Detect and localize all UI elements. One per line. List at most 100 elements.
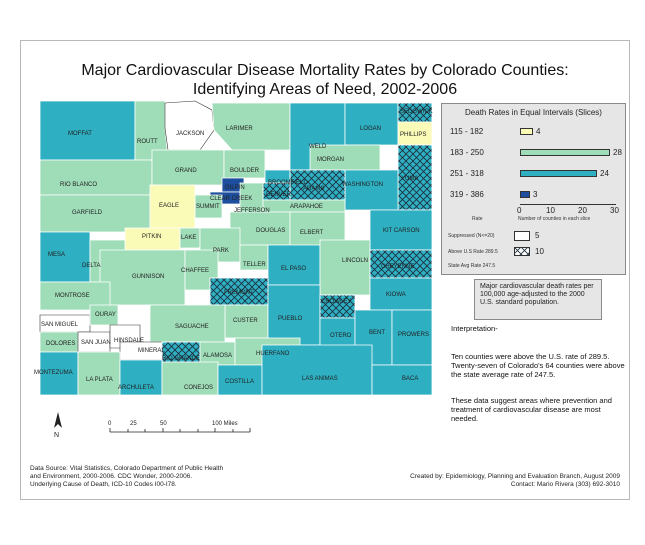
county-label-routt: ROUTT: [137, 139, 158, 145]
legend-range-4: 319 - 386: [450, 190, 484, 199]
map-subtitle: Identifying Areas of Need, 2002-2006: [192, 81, 458, 98]
rate-note-box: Major cardiovascular death rates per 100…: [474, 279, 602, 320]
legend-count-2: 28: [613, 148, 622, 157]
scale-tick-100: 100 Miles: [212, 421, 238, 427]
north-arrow: N: [54, 412, 62, 439]
legend-rate-label: Rate: [472, 216, 483, 222]
county-label-clear-creek: CLEAR CREEK: [210, 196, 252, 202]
north-arrow-icon: [54, 412, 62, 428]
county-label-baca: BACA: [402, 376, 418, 382]
county-label-mineral: MINERAL: [138, 348, 165, 354]
county-label-fremont: FREMONT: [224, 290, 254, 296]
county-label-otero: OTERO: [330, 333, 352, 339]
legend-axis-tick-30: 30: [610, 206, 619, 215]
county-label-bent: BENT: [369, 330, 385, 336]
county-label-lake: LAKE: [181, 235, 196, 241]
county-logan: [344, 102, 399, 146]
map-frame: [20, 40, 630, 500]
footer-source: Data Source: Vital Statistics, Colorado …: [30, 465, 223, 489]
county-label-archuleta: ARCHULETA: [118, 385, 154, 391]
county-washington: [344, 169, 399, 211]
legend-above-us-label: Above U.S Rate 289.5: [448, 249, 498, 255]
county-label-costilla: COSTILLA: [225, 379, 254, 385]
county-label-adams: ADAMS: [303, 186, 324, 192]
legend-count-4: 3: [533, 190, 538, 199]
map-title: Major Cardiovascular Disease Mortality R…: [81, 62, 569, 79]
county-label-rio-blanco: RIO BLANCO: [60, 182, 97, 188]
county-label-crowley: CROWLEY: [321, 299, 351, 305]
county-label-sedgwick: SEDGWICK: [400, 109, 433, 115]
county-label-cheyenne: CHEYENNE: [381, 264, 414, 270]
county-pueblo: [267, 284, 321, 346]
county-label-denver: DENVER: [266, 192, 292, 198]
county-lincoln: [319, 239, 371, 296]
county-label-hinsdale: HINSDALE: [114, 338, 144, 344]
footer-source-line-2: and Environment, 2000-2006. CDC Wonder, …: [30, 473, 193, 480]
county-label-alamosa: ALAMOSA: [203, 353, 232, 359]
county-label-lincoln: LINCOLN: [342, 258, 368, 264]
county-label-las-animas: LAS ANIMAS: [302, 376, 338, 382]
footer-credit: Created by: Epidemiology, Planning and E…: [410, 473, 620, 489]
legend-range-2: 183 - 250: [450, 148, 484, 157]
county-label-jefferson: JEFFERSON: [234, 208, 270, 214]
legend-bar-2: [520, 149, 610, 156]
legend-count-1: 4: [536, 127, 541, 136]
county-label-chaffee: CHAFFEE: [181, 268, 209, 274]
legend-axis-tick-0: 0: [517, 206, 522, 215]
scale-tick-50: 50: [160, 421, 167, 427]
legend-panel: Death Rates in Equal Intervals (Slices) …: [441, 103, 626, 275]
county-label-morgan: MORGAN: [317, 157, 344, 163]
county-label-park: PARK: [213, 248, 229, 254]
legend-axis-tick-10: 10: [546, 206, 555, 215]
county-label-montezuma: MONTEZUMA: [34, 370, 73, 376]
county-rio-blanco: [39, 159, 153, 196]
county-label-dolores: DOLORES: [46, 341, 75, 347]
county-label-phillips: PHILLIPS: [400, 132, 426, 138]
legend-state-avg-label: State Avg Rate 247.5: [448, 263, 496, 269]
legend-range-3: 251 - 318: [450, 169, 484, 178]
footer-source-line-1: Data Source: Vital Statistics, Colorado …: [30, 465, 224, 472]
county-label-huerfano: HUERFANO: [256, 351, 290, 357]
footer-credit-line-2: Contact: Mario Rivera (303) 692-3010: [510, 481, 620, 488]
county-label-teller: TELLER: [243, 262, 266, 268]
legend-bar-3: [520, 170, 597, 177]
scale-tick-25: 25: [130, 421, 137, 427]
legend-range-1: 115 - 182: [450, 127, 484, 136]
county-label-ouray: OURAY: [95, 312, 116, 318]
county-label-boulder: BOULDER: [230, 168, 260, 174]
legend-axis-line: [520, 204, 616, 205]
county-label-gilpin: GILPIN: [225, 185, 245, 191]
legend-above-us-count: 10: [535, 247, 544, 256]
county-label-logan: LOGAN: [360, 126, 381, 132]
county-label-san-juan: SAN JUAN: [81, 340, 111, 346]
county-label-pitkin: PITKIN: [142, 234, 161, 240]
legend-suppressed-count: 5: [535, 231, 540, 240]
county-label-garfield: GARFIELD: [72, 210, 103, 216]
county-label-broomfield: BROOMFIELD: [268, 180, 308, 186]
county-label-jackson: JACKSON: [176, 131, 204, 137]
legend-suppressed-swatch: [514, 231, 530, 241]
legend-axis-tick-20: 20: [578, 206, 587, 215]
county-jackson: [164, 100, 215, 151]
interpretation-paragraph-1: Ten counties were above the U.S. rate of…: [451, 352, 625, 379]
county-label-summit: SUMMIT: [196, 204, 220, 210]
footer-source-line-3: Underlying Cause of Death, ICD-10 Codes …: [30, 481, 177, 488]
county-label-elbert: ELBERT: [300, 230, 324, 236]
county-label-el-paso: EL PASO: [281, 266, 306, 272]
county-label-weld: WELD: [309, 144, 327, 150]
north-label: N: [54, 432, 59, 439]
county-label-yuma: YUMA: [401, 176, 418, 182]
county-label-custer: CUSTER: [233, 318, 258, 324]
county-label-kiowa: KIOWA: [386, 292, 406, 298]
county-label-san-miguel: SAN MIGUEL: [41, 322, 79, 328]
legend-bar-4: [520, 191, 530, 198]
county-label-kit-carson: KIT CARSON: [383, 228, 420, 234]
county-routt: [134, 100, 169, 161]
legend-count-3: 24: [600, 169, 609, 178]
scale-bar: [109, 428, 251, 433]
county-label-larimer: LARIMER: [226, 126, 253, 132]
legend-title: Death Rates in Equal Intervals (Slices): [465, 108, 602, 117]
scale-tick-0: 0: [108, 421, 112, 427]
county-label-pueblo: PUEBLO: [278, 316, 303, 322]
